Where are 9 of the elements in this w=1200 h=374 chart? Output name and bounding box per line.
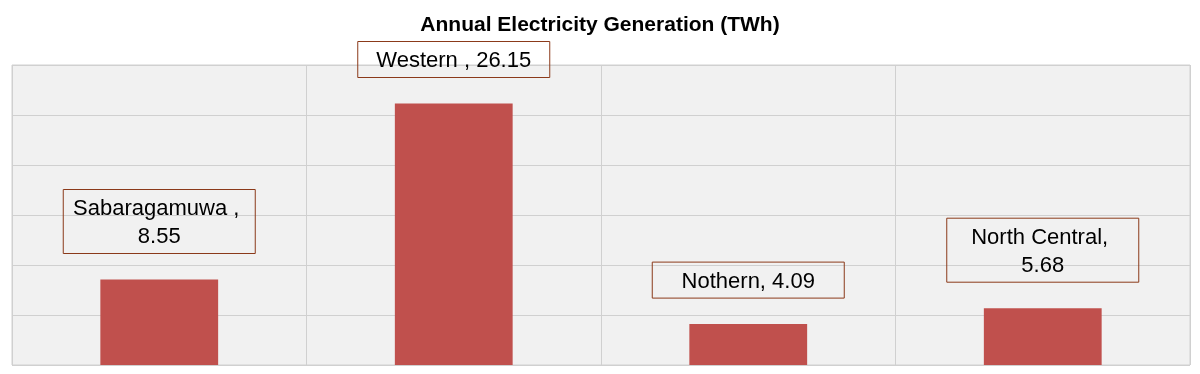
bar [394, 103, 513, 365]
data-label: Nothern, 4.09 [681, 267, 815, 293]
data-label: Western , 26.15 [376, 47, 532, 72]
bar [100, 279, 219, 365]
bar [983, 308, 1102, 365]
chart-title: Annual Electricity Generation (TWh) [420, 12, 780, 35]
data-label: Sabaragamuwa , 8.55 [73, 195, 246, 248]
bar [689, 324, 808, 365]
data-label: North Central, 5.68 [971, 223, 1115, 277]
